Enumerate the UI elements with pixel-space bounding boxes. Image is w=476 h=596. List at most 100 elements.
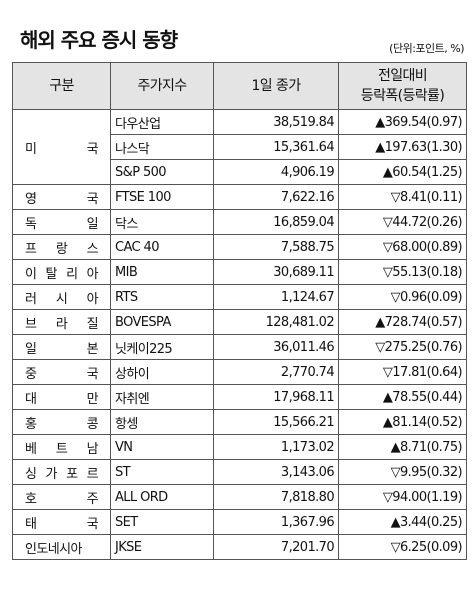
index-name-cell: BOVESPA xyxy=(110,309,214,335)
country-cell: 베 트 남 xyxy=(12,434,111,460)
change-cell: ▲60.54(1.25) xyxy=(338,159,467,185)
table-row: 태 국 SET 1,367.96 ▲3.44(0.25) xyxy=(12,509,467,535)
index-name-cell: 나스닥 xyxy=(110,134,214,160)
close-cell: 7,818.80 xyxy=(213,484,339,510)
table-body: 미 국 다우산업 38,519.84 ▲369.54(0.97) 나스닥 15,361.6… xyxy=(12,109,467,560)
country-cell: 인도네시아 xyxy=(12,534,111,560)
header-cell: 1일 종가 xyxy=(213,62,339,110)
change-cell: ▽44.72(0.26) xyxy=(338,209,467,235)
table-row: 호 주 ALL ORD 7,818.80 ▽94.00(1.19) xyxy=(12,484,467,510)
change-cell: ▽275.25(0.76) xyxy=(338,334,467,360)
change-cell: ▲197.63(1.30) xyxy=(338,134,467,160)
change-cell: ▲3.44(0.25) xyxy=(338,509,467,535)
country-cell: 대 만 xyxy=(12,384,111,410)
table-row: 영 국 FTSE 100 7,622.16 ▽8.41(0.11) xyxy=(12,184,467,210)
header-cell: 구분 xyxy=(12,62,111,110)
close-cell: 36,011.46 xyxy=(213,334,339,360)
change-cell: ▽6.25(0.09) xyxy=(338,534,467,560)
country-cell: 러 시 아 xyxy=(12,284,111,310)
index-name-cell: 항셍 xyxy=(110,409,214,435)
change-cell: ▽8.41(0.11) xyxy=(338,184,467,210)
header-line: 전일대비 xyxy=(377,68,428,84)
change-cell: ▲78.55(0.44) xyxy=(338,384,467,410)
index-name-cell: ST xyxy=(110,459,214,485)
close-cell: 15,566.21 xyxy=(213,409,339,435)
unit-note: (단위:포인트, %) xyxy=(389,42,464,55)
country-cell: 독 일 xyxy=(12,209,111,235)
header-line: 등락폭(등락률) xyxy=(360,88,445,104)
change-cell: ▽68.00(0.89) xyxy=(338,234,467,260)
index-name-cell: 상하이 xyxy=(110,359,214,385)
close-cell: 16,859.04 xyxy=(213,209,339,235)
close-cell: 128,481.02 xyxy=(213,309,339,335)
country-cell: 프 랑 스 xyxy=(12,234,111,260)
table-row: S&P 500 4,906.19 ▲60.54(1.25) xyxy=(13,159,467,185)
country-cell: 중 국 xyxy=(12,359,111,385)
table-row: 러 시 아 RTS 1,124.67 ▽0.96(0.09) xyxy=(12,284,467,310)
table-row: 홍 콩 항셍 15,566.21 ▲81.14(0.52) xyxy=(12,409,467,435)
change-cell: ▽55.13(0.18) xyxy=(338,259,467,285)
index-name-cell: 닛케이225 xyxy=(110,334,214,360)
index-name-cell: ALL ORD xyxy=(110,484,214,510)
close-cell: 1,124.67 xyxy=(213,284,339,310)
close-cell: 7,588.75 xyxy=(213,234,339,260)
country-cell: 이 탈 리 아 xyxy=(12,259,111,285)
change-cell: ▲728.74(0.57) xyxy=(338,309,467,335)
close-cell: 38,519.84 xyxy=(213,109,339,135)
close-cell: 1,367.96 xyxy=(213,509,339,535)
country-cell: 싱 가 포 르 xyxy=(12,459,111,485)
change-cell: ▽94.00(1.19) xyxy=(338,484,467,510)
change-cell: ▽17.81(0.64) xyxy=(338,359,467,385)
close-cell: 17,968.11 xyxy=(213,384,339,410)
table-row: 베 트 남 VN 1,173.02 ▲8.71(0.75) xyxy=(12,434,467,460)
country-cell: 영 국 xyxy=(12,184,111,210)
table-row: 싱 가 포 르 ST 3,143.06 ▽9.95(0.32) xyxy=(12,459,467,485)
country-cell: 홍 콩 xyxy=(12,409,111,435)
close-cell: 4,906.19 xyxy=(213,159,339,185)
index-name-cell: SET xyxy=(110,509,214,535)
table-row: 프 랑 스 CAC 40 7,588.75 ▽68.00(0.89) xyxy=(12,234,467,260)
close-cell: 15,361.64 xyxy=(213,134,339,160)
table-row: 나스닥 15,361.64 ▲197.63(1.30) xyxy=(13,134,467,160)
index-name-cell: 자취엔 xyxy=(110,384,214,410)
table-row: 미 국 다우산업 38,519.84 ▲369.54(0.97) xyxy=(12,109,467,185)
table-row: 인도네시아 JKSE 7,201.70 ▽6.25(0.09) xyxy=(12,534,467,560)
country-cell: 브 라 질 xyxy=(12,309,111,335)
index-name-cell: JKSE xyxy=(110,534,214,560)
close-cell: 2,770.74 xyxy=(213,359,339,385)
title: 해외 주요 증시 동향 xyxy=(20,28,178,52)
change-cell: ▲369.54(0.97) xyxy=(338,109,467,135)
country-cell: 미 국 xyxy=(12,109,111,185)
close-cell: 30,689.11 xyxy=(213,259,339,285)
index-name-cell: S&P 500 xyxy=(110,159,214,185)
close-cell: 7,201.70 xyxy=(213,534,339,560)
table-row: 이 탈 리 아 MIB 30,689.11 ▽55.13(0.18) xyxy=(12,259,467,285)
table-row: 일 본 닛케이225 36,011.46 ▽275.25(0.76) xyxy=(12,334,467,360)
change-cell: ▲81.14(0.52) xyxy=(338,409,467,435)
table-row: 독 일 닥스 16,859.04 ▽44.72(0.26) xyxy=(12,209,467,235)
index-name-cell: RTS xyxy=(110,284,214,310)
change-cell: ▲8.71(0.75) xyxy=(338,434,467,460)
change-cell: ▽9.95(0.32) xyxy=(338,459,467,485)
table-row: 브 라 질 BOVESPA 128,481.02 ▲728.74(0.57) xyxy=(12,309,467,335)
index-name-cell: 다우산업 xyxy=(110,109,214,135)
country-cell: 호 주 xyxy=(12,484,111,510)
country-cell: 일 본 xyxy=(12,334,111,360)
index-name-cell: FTSE 100 xyxy=(110,184,214,210)
index-name-cell: VN xyxy=(110,434,214,460)
close-cell: 3,143.06 xyxy=(213,459,339,485)
index-name-cell: CAC 40 xyxy=(110,234,214,260)
change-cell: ▽0.96(0.09) xyxy=(338,284,467,310)
index-name-cell: 닥스 xyxy=(110,209,214,235)
index-name-cell: MIB xyxy=(110,259,214,285)
close-cell: 1,173.02 xyxy=(213,434,339,460)
header-cell: 주가지수 xyxy=(110,62,214,110)
table-row: 대 만 자취엔 17,968.11 ▲78.55(0.44) xyxy=(12,384,467,410)
close-cell: 7,622.16 xyxy=(213,184,339,210)
country-cell: 태 국 xyxy=(12,509,111,535)
table-row: 중 국 상하이 2,770.74 ▽17.81(0.64) xyxy=(12,359,467,385)
